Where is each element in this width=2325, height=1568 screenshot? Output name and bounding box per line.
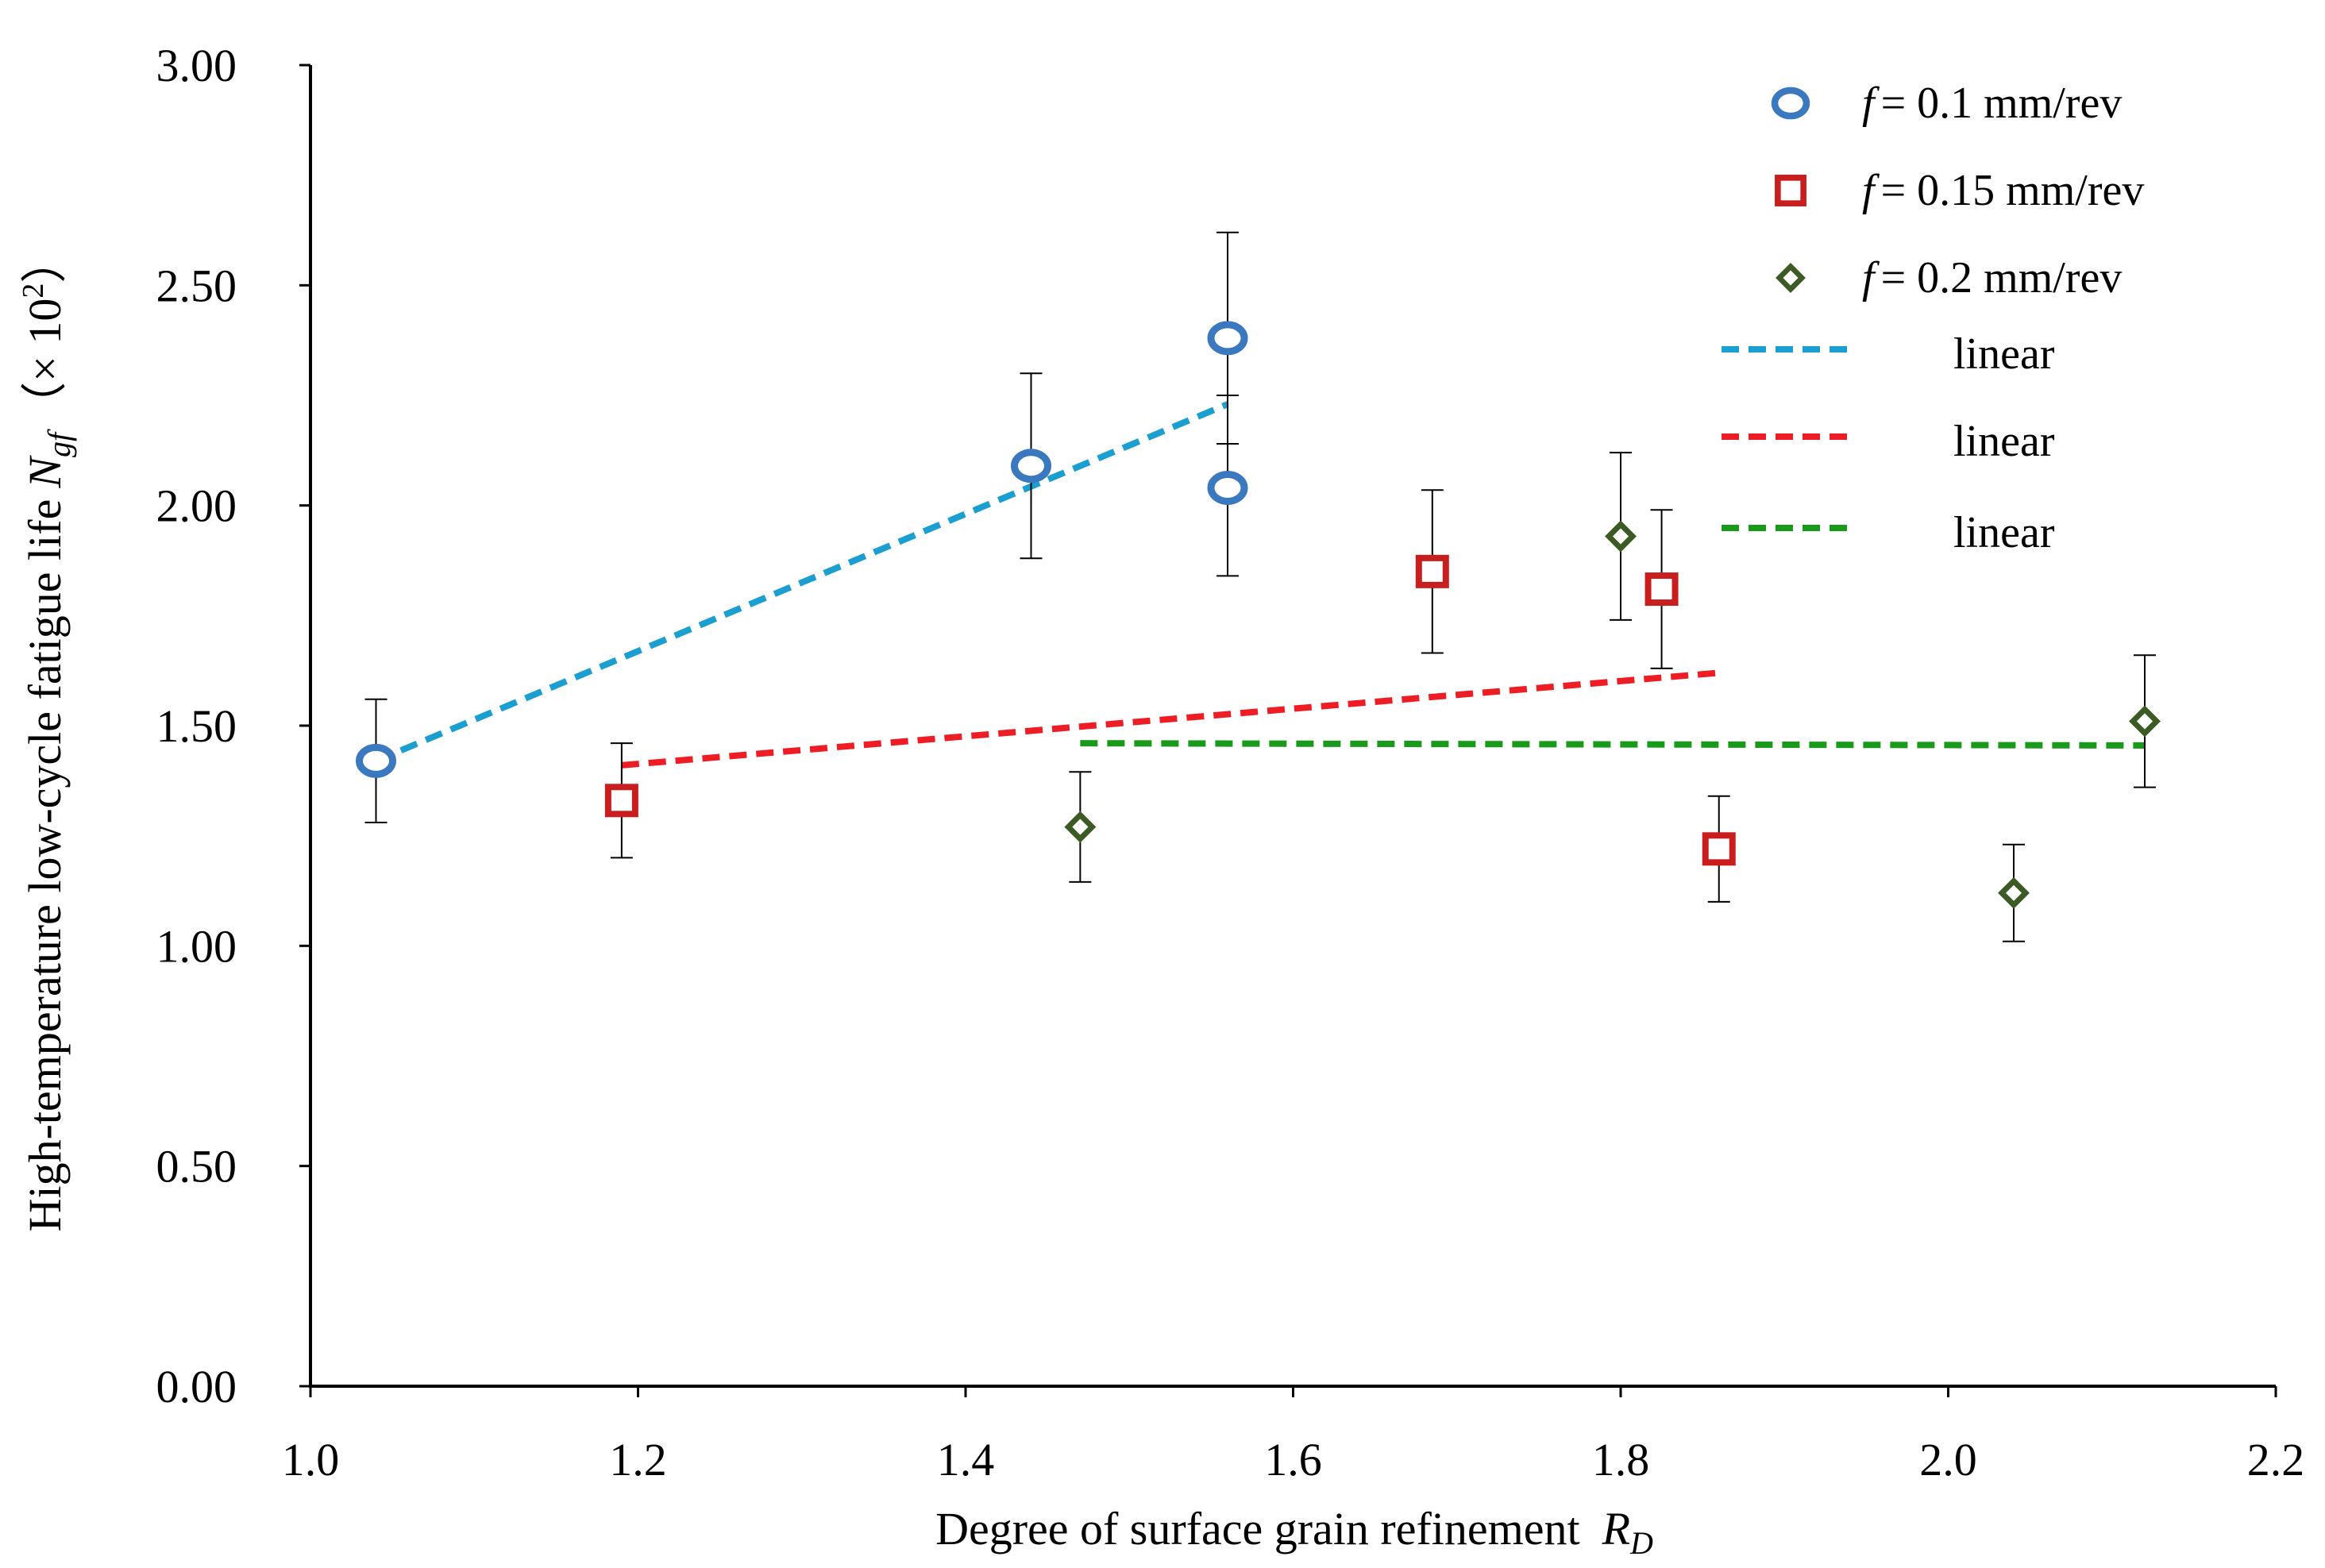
legend-label: f = 0.2 mm/rev bbox=[1862, 253, 2122, 302]
axis-ticks bbox=[299, 64, 2277, 1397]
y-tick-label: 1.00 bbox=[156, 920, 237, 972]
legend-label-var: f bbox=[1862, 166, 1880, 215]
legend-label-text: = 0.15 mm/rev bbox=[1881, 166, 2145, 215]
data-point bbox=[1011, 449, 1051, 483]
y-tick-label: 3.00 bbox=[156, 40, 237, 91]
legend-label-var: f bbox=[1862, 253, 1880, 302]
x-tick-label: 1.6 bbox=[1264, 1434, 1322, 1485]
x-axis-title-var: R bbox=[1602, 1503, 1630, 1555]
x-tick-label: 1.8 bbox=[1592, 1434, 1650, 1485]
legend-label: linear bbox=[1953, 508, 2055, 557]
legend-marker bbox=[1776, 263, 1806, 293]
data-point bbox=[1415, 554, 1449, 588]
data-point bbox=[1207, 321, 1248, 356]
trendlines bbox=[374, 401, 2146, 769]
trendline bbox=[621, 669, 1720, 769]
x-tick-label: 1.4 bbox=[937, 1434, 995, 1485]
y-axis-title-text: High-temperature low-cycle fatigue life bbox=[19, 499, 71, 1232]
trendline bbox=[1080, 740, 2146, 749]
tick-labels: 1.0 1.2 1.4 1.6 1.8 2.0 2.2 0.00 0.50 1.00 1.50 2.0… bbox=[156, 40, 2305, 1485]
data-point bbox=[1207, 470, 1248, 505]
y-axis-title-var: N bbox=[19, 455, 71, 489]
data-markers bbox=[356, 321, 2161, 909]
legend-label-text: = 0.1 mm/rev bbox=[1881, 79, 2123, 128]
data-point bbox=[2129, 705, 2161, 738]
data-point bbox=[1702, 832, 1736, 866]
x-axis-title-sub: D bbox=[1629, 1525, 1653, 1561]
y-axis-title-unit-open: （× 10 bbox=[19, 299, 71, 428]
legend-marker bbox=[1771, 87, 1810, 120]
x-tick-label: 1.0 bbox=[282, 1434, 340, 1485]
y-tick-label: 0.00 bbox=[156, 1361, 237, 1412]
error-bars bbox=[364, 231, 2156, 942]
legend-label: linear bbox=[1953, 329, 2055, 379]
y-axis-title-unit-close: ） bbox=[19, 237, 71, 283]
y-tick-label: 2.50 bbox=[156, 260, 237, 311]
data-point bbox=[1064, 811, 1097, 843]
x-tick-label: 1.2 bbox=[609, 1434, 667, 1485]
trendline bbox=[374, 401, 1229, 765]
legend-label: f = 0.15 mm/rev bbox=[1862, 166, 2144, 215]
y-axis-title: High-temperature low-cycle fatigue life N… bbox=[17, 237, 77, 1232]
legend-label: linear bbox=[1953, 417, 2055, 466]
legend-label-text: = 0.2 mm/rev bbox=[1881, 253, 2123, 302]
data-point bbox=[604, 784, 638, 818]
y-tick-label: 0.50 bbox=[156, 1141, 237, 1192]
data-point bbox=[1998, 876, 2030, 909]
x-axis-title: Degree of surface grain refinement RD bbox=[935, 1503, 1653, 1561]
legend-label: f = 0.1 mm/rev bbox=[1862, 79, 2122, 128]
data-point bbox=[1605, 520, 1637, 553]
data-point bbox=[356, 743, 396, 778]
y-tick-label: 2.00 bbox=[156, 480, 237, 532]
y-axis-title-sub: gf bbox=[41, 429, 77, 457]
data-point bbox=[1644, 572, 1679, 607]
legend-marker bbox=[1775, 175, 1806, 206]
y-tick-label: 1.50 bbox=[156, 700, 237, 752]
x-tick-label: 2.2 bbox=[2247, 1434, 2305, 1485]
x-axis-title-text: Degree of surface grain refinement bbox=[935, 1503, 1580, 1555]
x-tick-label: 2.0 bbox=[1919, 1434, 1977, 1485]
legend-label-var: f bbox=[1862, 79, 1880, 128]
y-axis-title-unit-exp: 2 bbox=[17, 283, 50, 299]
